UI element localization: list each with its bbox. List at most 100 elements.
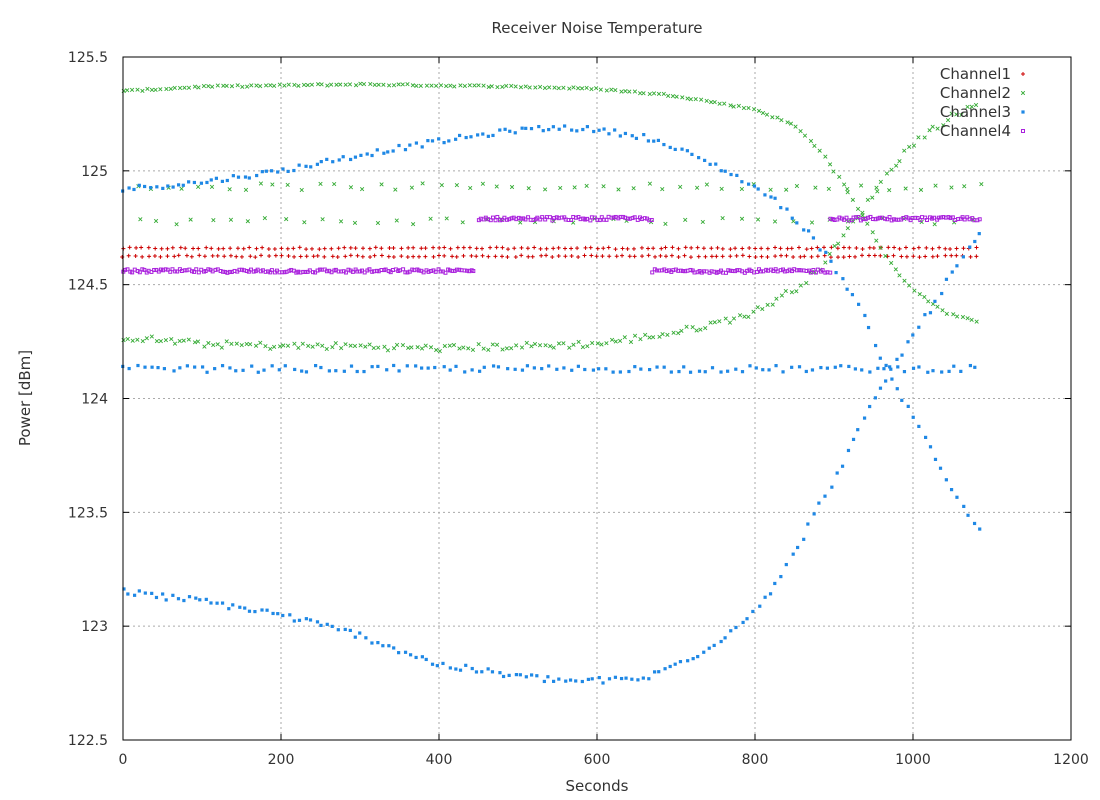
data-point bbox=[472, 83, 477, 88]
data-point bbox=[410, 222, 416, 227]
data-point bbox=[742, 314, 747, 319]
data-point bbox=[607, 677, 612, 681]
data-point bbox=[693, 97, 698, 102]
data-point bbox=[173, 269, 178, 274]
data-point bbox=[678, 268, 683, 273]
data-point bbox=[804, 268, 809, 273]
data-point bbox=[664, 269, 669, 274]
x-tick-label: 1000 bbox=[895, 752, 931, 768]
data-point bbox=[330, 345, 335, 350]
data-point bbox=[394, 342, 400, 347]
x-tick-label: 0 bbox=[119, 752, 128, 768]
data-point bbox=[889, 367, 893, 371]
data-point bbox=[152, 253, 157, 258]
data-point bbox=[405, 82, 410, 87]
data-point bbox=[590, 340, 595, 346]
data-point bbox=[734, 367, 738, 371]
data-point bbox=[627, 89, 632, 94]
data-point bbox=[297, 618, 302, 622]
data-point bbox=[685, 149, 689, 153]
data-point bbox=[262, 368, 266, 372]
data-point bbox=[868, 404, 872, 409]
data-point bbox=[433, 269, 438, 274]
data-point bbox=[731, 104, 736, 109]
data-point bbox=[728, 254, 733, 259]
data-point bbox=[804, 280, 809, 286]
data-point bbox=[703, 254, 708, 259]
data-point bbox=[514, 343, 519, 348]
data-point bbox=[159, 246, 164, 251]
data-point bbox=[244, 341, 249, 347]
data-point bbox=[200, 365, 205, 369]
data-point bbox=[143, 184, 147, 189]
data-point bbox=[250, 364, 254, 368]
data-point bbox=[646, 246, 651, 251]
data-point bbox=[736, 103, 741, 109]
data-point bbox=[897, 273, 902, 278]
data-point bbox=[408, 653, 413, 657]
data-point bbox=[784, 253, 789, 258]
data-point bbox=[494, 342, 500, 347]
data-point bbox=[960, 215, 965, 220]
data-point bbox=[343, 254, 348, 259]
data-point bbox=[875, 216, 880, 221]
data-point bbox=[529, 673, 534, 677]
data-point bbox=[196, 246, 201, 251]
data-point bbox=[947, 369, 951, 373]
data-point bbox=[145, 86, 150, 91]
data-point bbox=[231, 174, 235, 178]
legend-label: Channel2 bbox=[940, 84, 1011, 102]
data-point bbox=[678, 184, 683, 190]
data-point bbox=[657, 670, 661, 674]
data-point bbox=[855, 206, 861, 212]
data-point bbox=[438, 83, 444, 88]
data-point bbox=[526, 215, 531, 220]
data-point bbox=[184, 253, 189, 258]
data-point bbox=[720, 216, 725, 221]
data-point bbox=[779, 293, 785, 298]
data-point bbox=[331, 160, 335, 164]
data-point bbox=[789, 290, 795, 295]
grid bbox=[123, 57, 1071, 740]
data-point bbox=[628, 339, 634, 345]
data-point bbox=[182, 85, 187, 90]
data-point bbox=[158, 339, 163, 344]
data-point bbox=[346, 267, 351, 272]
data-point bbox=[959, 112, 964, 118]
data-point bbox=[513, 367, 517, 371]
data-point bbox=[132, 187, 136, 192]
data-point bbox=[397, 369, 401, 373]
data-point bbox=[165, 246, 170, 251]
data-point bbox=[300, 369, 304, 373]
data-point bbox=[679, 328, 684, 333]
data-point bbox=[841, 255, 846, 260]
data-point bbox=[623, 131, 628, 136]
data-point bbox=[277, 368, 281, 372]
data-point bbox=[271, 611, 275, 616]
data-point bbox=[444, 83, 449, 89]
data-point bbox=[196, 270, 201, 275]
data-point bbox=[530, 254, 535, 259]
data-point bbox=[785, 120, 790, 125]
data-point bbox=[537, 124, 541, 129]
data-point bbox=[204, 245, 209, 250]
data-point bbox=[719, 639, 723, 644]
data-point bbox=[959, 369, 963, 373]
data-point bbox=[663, 245, 668, 250]
data-point bbox=[386, 150, 390, 154]
data-point bbox=[595, 341, 600, 346]
data-point bbox=[498, 218, 503, 223]
data-point bbox=[583, 245, 588, 250]
data-point bbox=[746, 105, 751, 111]
data-point bbox=[149, 87, 155, 93]
data-point bbox=[415, 345, 420, 350]
data-point bbox=[229, 341, 234, 346]
data-point bbox=[543, 343, 548, 348]
data-point bbox=[206, 340, 211, 346]
data-point bbox=[292, 82, 297, 87]
data-point bbox=[799, 268, 804, 273]
data-point bbox=[406, 345, 411, 351]
data-point bbox=[618, 134, 622, 138]
data-point bbox=[606, 245, 611, 250]
data-point bbox=[504, 346, 510, 351]
